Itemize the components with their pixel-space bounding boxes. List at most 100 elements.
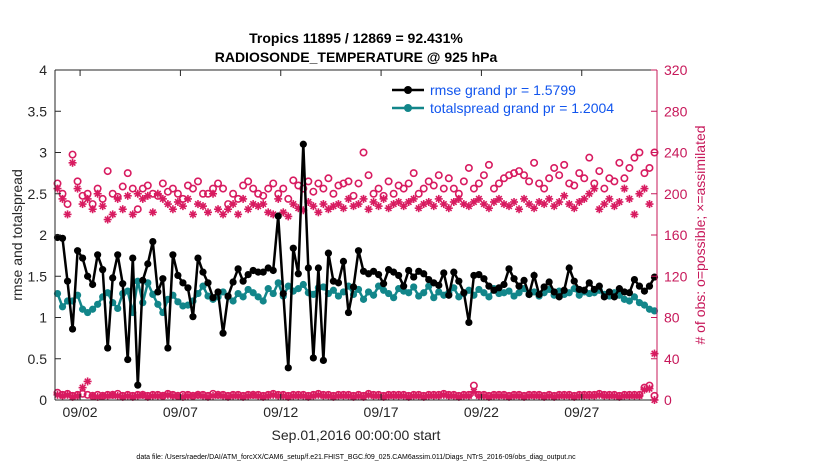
assimilated-count-marker xyxy=(133,189,142,198)
possible-count-marker xyxy=(324,174,333,183)
assimilated-count-marker xyxy=(590,184,599,193)
rmse-point xyxy=(109,274,117,282)
rmse-point xyxy=(114,251,122,259)
assimilated-count-low-marker xyxy=(565,391,574,400)
rmse-point xyxy=(68,325,77,333)
assimilated-count-low-marker xyxy=(93,392,102,401)
rmse-point xyxy=(159,275,167,283)
y-axis-label-left: rmse and totalspread xyxy=(9,169,25,301)
assimilated-count-marker xyxy=(93,189,102,198)
possible-count-marker xyxy=(193,177,202,186)
y-tick-label-left: 4 xyxy=(39,62,47,78)
rmse-point xyxy=(294,270,302,278)
rmse-point xyxy=(610,293,618,301)
possible-count-marker xyxy=(384,177,393,186)
x-tick-label: 09/22 xyxy=(464,404,499,420)
y-tick-label-left: 2.5 xyxy=(28,186,48,202)
assimilated-count-low-marker xyxy=(274,391,283,400)
assimilated-count-low-marker xyxy=(284,392,293,401)
assimilated-count-marker xyxy=(73,184,82,193)
rmse-point xyxy=(189,313,197,321)
possible-count-marker xyxy=(118,182,127,191)
assimilated-count-marker xyxy=(530,204,539,213)
y-tick-label-right: 320 xyxy=(664,62,688,78)
assimilated-count-marker xyxy=(645,200,654,209)
possible-count-marker xyxy=(630,153,639,162)
assimilated-count-marker xyxy=(209,189,218,198)
rmse-point xyxy=(455,277,463,285)
possible-count-marker xyxy=(344,177,353,186)
possible-count-marker xyxy=(98,194,107,203)
spread-point xyxy=(249,289,257,297)
rmse-point xyxy=(194,254,202,262)
spread-point xyxy=(114,304,122,313)
possible-count-marker xyxy=(269,179,278,188)
possible-count-marker xyxy=(459,177,468,186)
spread-point xyxy=(299,280,307,289)
assimilated-count-low-marker xyxy=(163,390,172,399)
possible-count-marker xyxy=(123,169,132,178)
possible-count-marker xyxy=(284,194,293,203)
rmse-point xyxy=(289,244,297,252)
rmse-point xyxy=(344,308,353,317)
rmse-point xyxy=(89,280,97,289)
possible-count-marker xyxy=(615,158,624,167)
rmse-point xyxy=(184,284,192,292)
rmse-point xyxy=(505,265,513,273)
rmse-point xyxy=(410,273,418,281)
possible-count-marker xyxy=(444,174,453,183)
possible-count-marker xyxy=(540,184,549,193)
x-tick-label: 09/27 xyxy=(564,404,599,420)
rmse-point xyxy=(339,257,348,265)
assimilated-count-marker xyxy=(198,202,207,211)
spread-point xyxy=(385,289,393,298)
assimilated-count-low-marker xyxy=(354,391,363,400)
assimilated-count-low-marker xyxy=(219,391,228,400)
possible-count-marker xyxy=(128,184,137,193)
assimilated-count-low-marker xyxy=(344,391,353,400)
rmse-point xyxy=(279,289,287,298)
x-tick-label: 09/17 xyxy=(364,404,399,420)
possible-count-marker xyxy=(520,171,529,180)
assimilated-count-low-marker xyxy=(113,391,122,400)
possible-count-marker xyxy=(595,167,604,176)
spread-point xyxy=(254,293,262,301)
assimilated-count-marker xyxy=(128,210,137,219)
spread-point xyxy=(264,285,272,293)
assimilated-count-marker xyxy=(118,205,127,214)
possible-count-marker xyxy=(489,184,498,193)
assimilated-count-low-marker xyxy=(158,391,167,400)
spread-point xyxy=(625,297,634,305)
possible-count-marker xyxy=(219,184,228,193)
assimilated-count-low-marker xyxy=(635,391,644,400)
rmse-point xyxy=(560,286,568,294)
assimilated-count-marker xyxy=(319,200,328,209)
assimilated-count-marker xyxy=(489,198,498,206)
rmse-point xyxy=(314,264,322,272)
spread-point xyxy=(329,286,338,294)
assimilated-count-low-marker xyxy=(128,392,137,401)
rmse-point xyxy=(510,275,518,283)
rmse-point xyxy=(349,283,358,291)
spread-point xyxy=(269,289,277,298)
possible-count-marker xyxy=(535,179,544,188)
y-tick-label-right: 280 xyxy=(664,103,688,119)
possible-count-marker xyxy=(525,177,534,186)
rmse-point xyxy=(179,279,187,287)
assimilated-count-low-marker xyxy=(645,384,654,393)
rmse-point xyxy=(435,281,443,289)
possible-count-marker xyxy=(173,189,182,198)
possible-count-marker xyxy=(198,189,207,198)
spread-point xyxy=(515,289,523,297)
rmse-point xyxy=(555,293,563,301)
possible-count-marker xyxy=(289,176,298,185)
spread-point xyxy=(640,301,649,309)
rmse-point xyxy=(605,288,613,296)
rmse-point xyxy=(515,282,523,290)
y-tick-label-right: 120 xyxy=(664,268,688,284)
assimilated-count-marker xyxy=(359,194,368,203)
rmse-point xyxy=(545,278,553,286)
possible-count-marker xyxy=(168,184,177,193)
spread-point xyxy=(259,297,267,305)
possible-count-marker xyxy=(63,200,72,209)
